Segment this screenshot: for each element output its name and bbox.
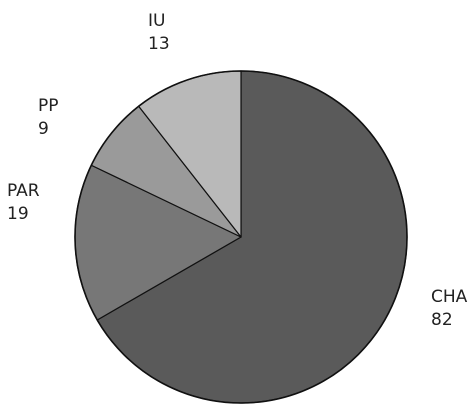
slice-value-par: 19 [7,204,29,224]
pie-slices [74,70,408,404]
slice-labels: CHA 82 PAR 19 PP 9 IU 13 [7,11,468,330]
slice-value-pp: 9 [38,119,49,139]
slice-label-cha: CHA [431,287,468,307]
slice-label-par: PAR [7,181,40,201]
slice-value-iu: 13 [148,34,170,54]
slice-value-cha: 82 [431,310,453,330]
slice-label-iu: IU [148,11,165,31]
slice-label-pp: PP [38,96,59,116]
pie-outline [74,70,408,404]
